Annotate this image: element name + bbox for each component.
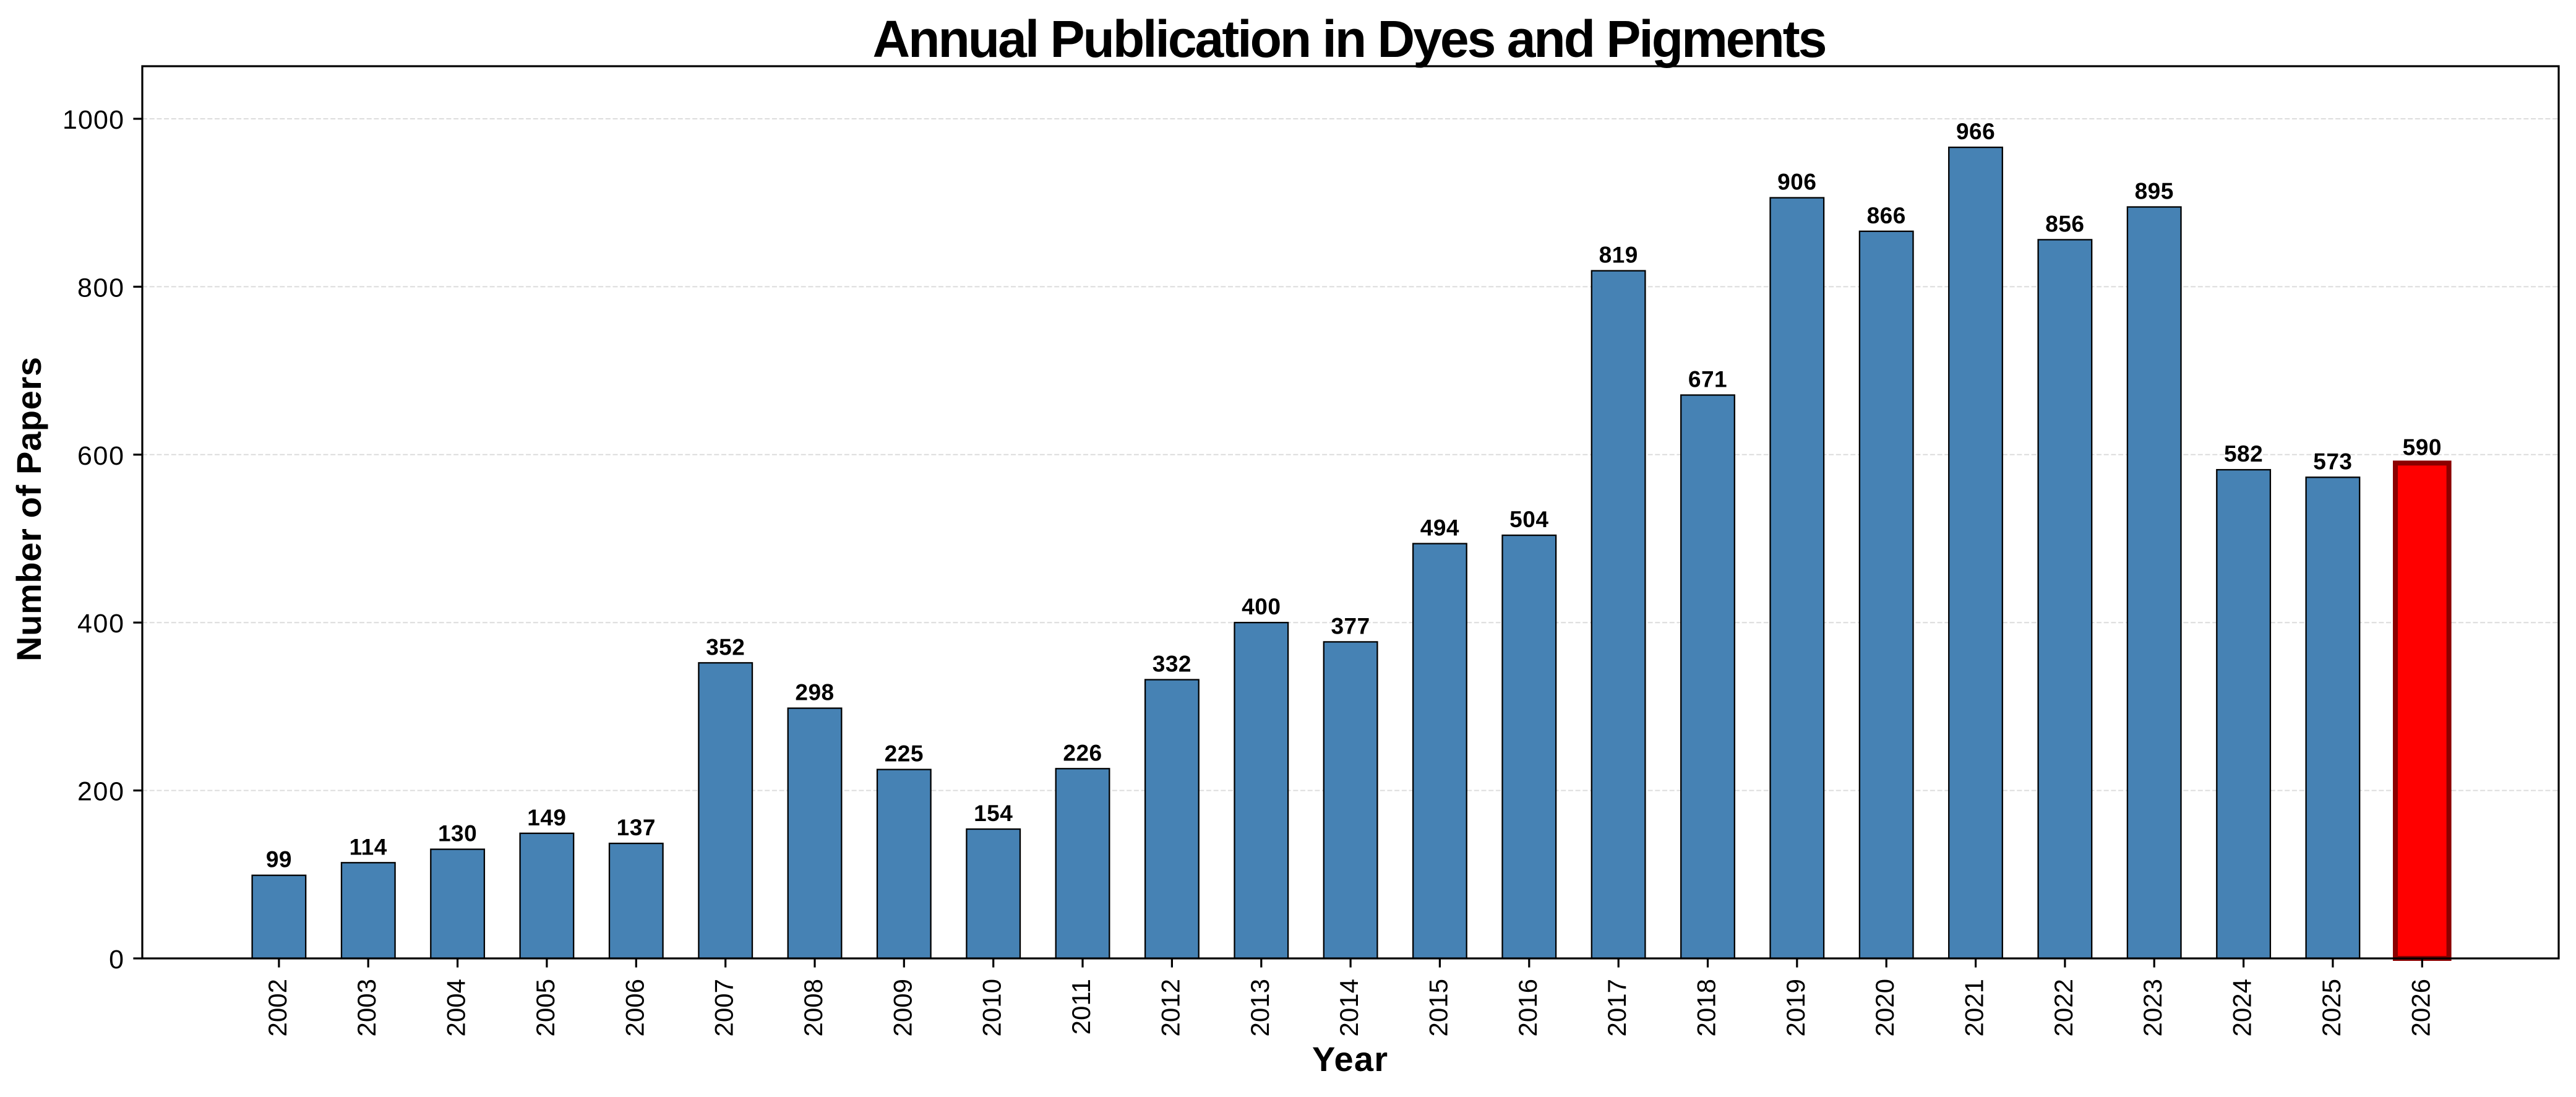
svg-text:2007: 2007 xyxy=(710,979,739,1036)
svg-text:200: 200 xyxy=(77,777,124,807)
svg-text:800: 800 xyxy=(77,273,124,303)
svg-text:Year: Year xyxy=(1312,1039,1388,1078)
svg-text:2017: 2017 xyxy=(1602,979,1631,1036)
svg-text:2013: 2013 xyxy=(1245,979,1274,1036)
svg-text:582: 582 xyxy=(2224,441,2263,467)
svg-text:2005: 2005 xyxy=(531,979,560,1036)
svg-text:400: 400 xyxy=(1242,594,1281,619)
svg-text:866: 866 xyxy=(1867,203,1906,228)
svg-text:154: 154 xyxy=(974,801,1013,826)
svg-text:590: 590 xyxy=(2403,434,2442,460)
svg-text:2018: 2018 xyxy=(1692,979,1721,1036)
svg-text:2015: 2015 xyxy=(1423,979,1453,1036)
svg-text:226: 226 xyxy=(1063,740,1102,765)
svg-text:225: 225 xyxy=(885,741,924,767)
svg-text:2020: 2020 xyxy=(1870,979,1899,1036)
svg-text:352: 352 xyxy=(706,634,745,660)
svg-text:2009: 2009 xyxy=(888,979,917,1036)
svg-text:895: 895 xyxy=(2135,179,2174,204)
svg-text:332: 332 xyxy=(1153,652,1191,677)
svg-text:2014: 2014 xyxy=(1334,979,1363,1036)
svg-text:2026: 2026 xyxy=(2406,979,2435,1036)
svg-text:2025: 2025 xyxy=(2317,979,2346,1036)
svg-text:2008: 2008 xyxy=(799,979,828,1036)
svg-text:400: 400 xyxy=(77,609,124,639)
svg-text:671: 671 xyxy=(1688,367,1727,392)
svg-text:2024: 2024 xyxy=(2228,979,2257,1036)
svg-text:906: 906 xyxy=(1777,170,1816,195)
svg-text:2022: 2022 xyxy=(2049,979,2078,1036)
svg-text:114: 114 xyxy=(350,834,387,859)
svg-text:600: 600 xyxy=(77,441,124,471)
svg-text:Number of Papers: Number of Papers xyxy=(9,357,48,661)
svg-text:2004: 2004 xyxy=(442,979,471,1036)
svg-text:1000: 1000 xyxy=(62,105,124,135)
svg-text:504: 504 xyxy=(1509,507,1548,532)
svg-text:Annual Publication in Dyes and: Annual Publication in Dyes and Pigments xyxy=(873,10,1827,68)
svg-text:149: 149 xyxy=(527,805,566,830)
svg-text:2016: 2016 xyxy=(1513,979,1542,1036)
svg-text:2002: 2002 xyxy=(263,979,292,1036)
svg-text:2023: 2023 xyxy=(2138,979,2167,1036)
svg-text:298: 298 xyxy=(795,680,834,705)
svg-text:573: 573 xyxy=(2313,449,2352,474)
svg-text:2003: 2003 xyxy=(352,979,381,1036)
svg-text:2019: 2019 xyxy=(1781,979,1810,1036)
svg-text:377: 377 xyxy=(1331,613,1370,639)
svg-text:2021: 2021 xyxy=(1960,979,1989,1036)
svg-text:856: 856 xyxy=(2045,211,2084,236)
svg-text:2006: 2006 xyxy=(620,979,649,1036)
svg-text:0: 0 xyxy=(109,945,124,974)
svg-text:494: 494 xyxy=(1420,515,1459,541)
svg-text:2010: 2010 xyxy=(977,979,1007,1036)
svg-text:2012: 2012 xyxy=(1156,979,1185,1036)
svg-text:2011: 2011 xyxy=(1067,979,1096,1035)
svg-text:819: 819 xyxy=(1599,243,1638,268)
svg-text:99: 99 xyxy=(266,847,292,872)
svg-text:137: 137 xyxy=(617,815,656,840)
svg-text:130: 130 xyxy=(438,821,477,846)
svg-text:966: 966 xyxy=(1956,119,1995,144)
